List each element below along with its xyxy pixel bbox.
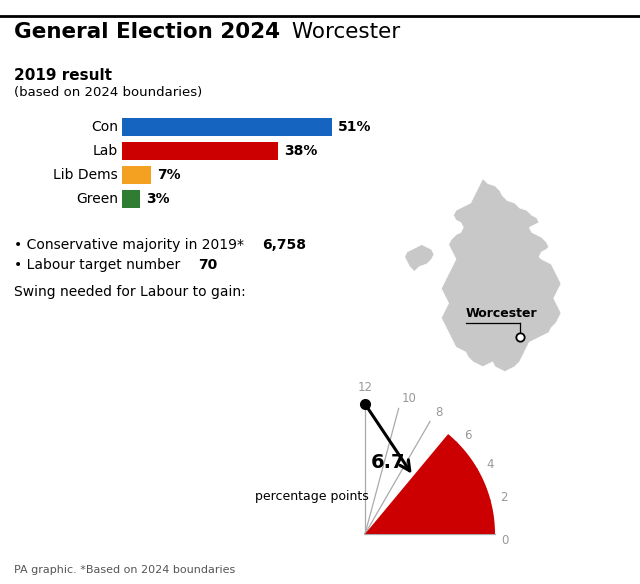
Text: Worcester: Worcester <box>466 307 538 320</box>
Bar <box>122 142 278 160</box>
Text: 10: 10 <box>401 392 416 405</box>
Text: 6.7: 6.7 <box>371 453 405 472</box>
Polygon shape <box>365 434 495 534</box>
Text: General Election 2024: General Election 2024 <box>14 22 280 42</box>
Text: (based on 2024 boundaries): (based on 2024 boundaries) <box>14 86 202 99</box>
Bar <box>122 190 140 208</box>
Text: 70: 70 <box>198 258 217 272</box>
Bar <box>122 118 332 136</box>
Bar <box>122 166 151 184</box>
Polygon shape <box>404 245 434 272</box>
Text: 7%: 7% <box>157 168 180 182</box>
Text: 3%: 3% <box>146 192 170 206</box>
Text: 51%: 51% <box>338 120 371 134</box>
Text: 0: 0 <box>501 534 509 547</box>
Text: 6,758: 6,758 <box>262 238 306 252</box>
Text: Swing needed for Labour to gain:: Swing needed for Labour to gain: <box>14 285 246 299</box>
Text: Worcester: Worcester <box>285 22 400 42</box>
Text: Con: Con <box>91 120 118 134</box>
Text: percentage points: percentage points <box>255 490 369 503</box>
Text: 4: 4 <box>486 457 493 471</box>
Text: 12: 12 <box>358 381 372 394</box>
Text: PA graphic. *Based on 2024 boundaries: PA graphic. *Based on 2024 boundaries <box>14 565 236 575</box>
Text: 2019 result: 2019 result <box>14 68 112 83</box>
Text: Lib Dems: Lib Dems <box>53 168 118 182</box>
Text: • Conservative majority in 2019*: • Conservative majority in 2019* <box>14 238 248 252</box>
Polygon shape <box>442 179 561 371</box>
Text: • Labour target number: • Labour target number <box>14 258 184 272</box>
Text: 2: 2 <box>500 491 508 504</box>
Text: 38%: 38% <box>284 144 318 158</box>
Text: Green: Green <box>76 192 118 206</box>
Text: Lab: Lab <box>93 144 118 158</box>
Text: 8: 8 <box>435 406 442 419</box>
Text: 6: 6 <box>464 429 472 442</box>
